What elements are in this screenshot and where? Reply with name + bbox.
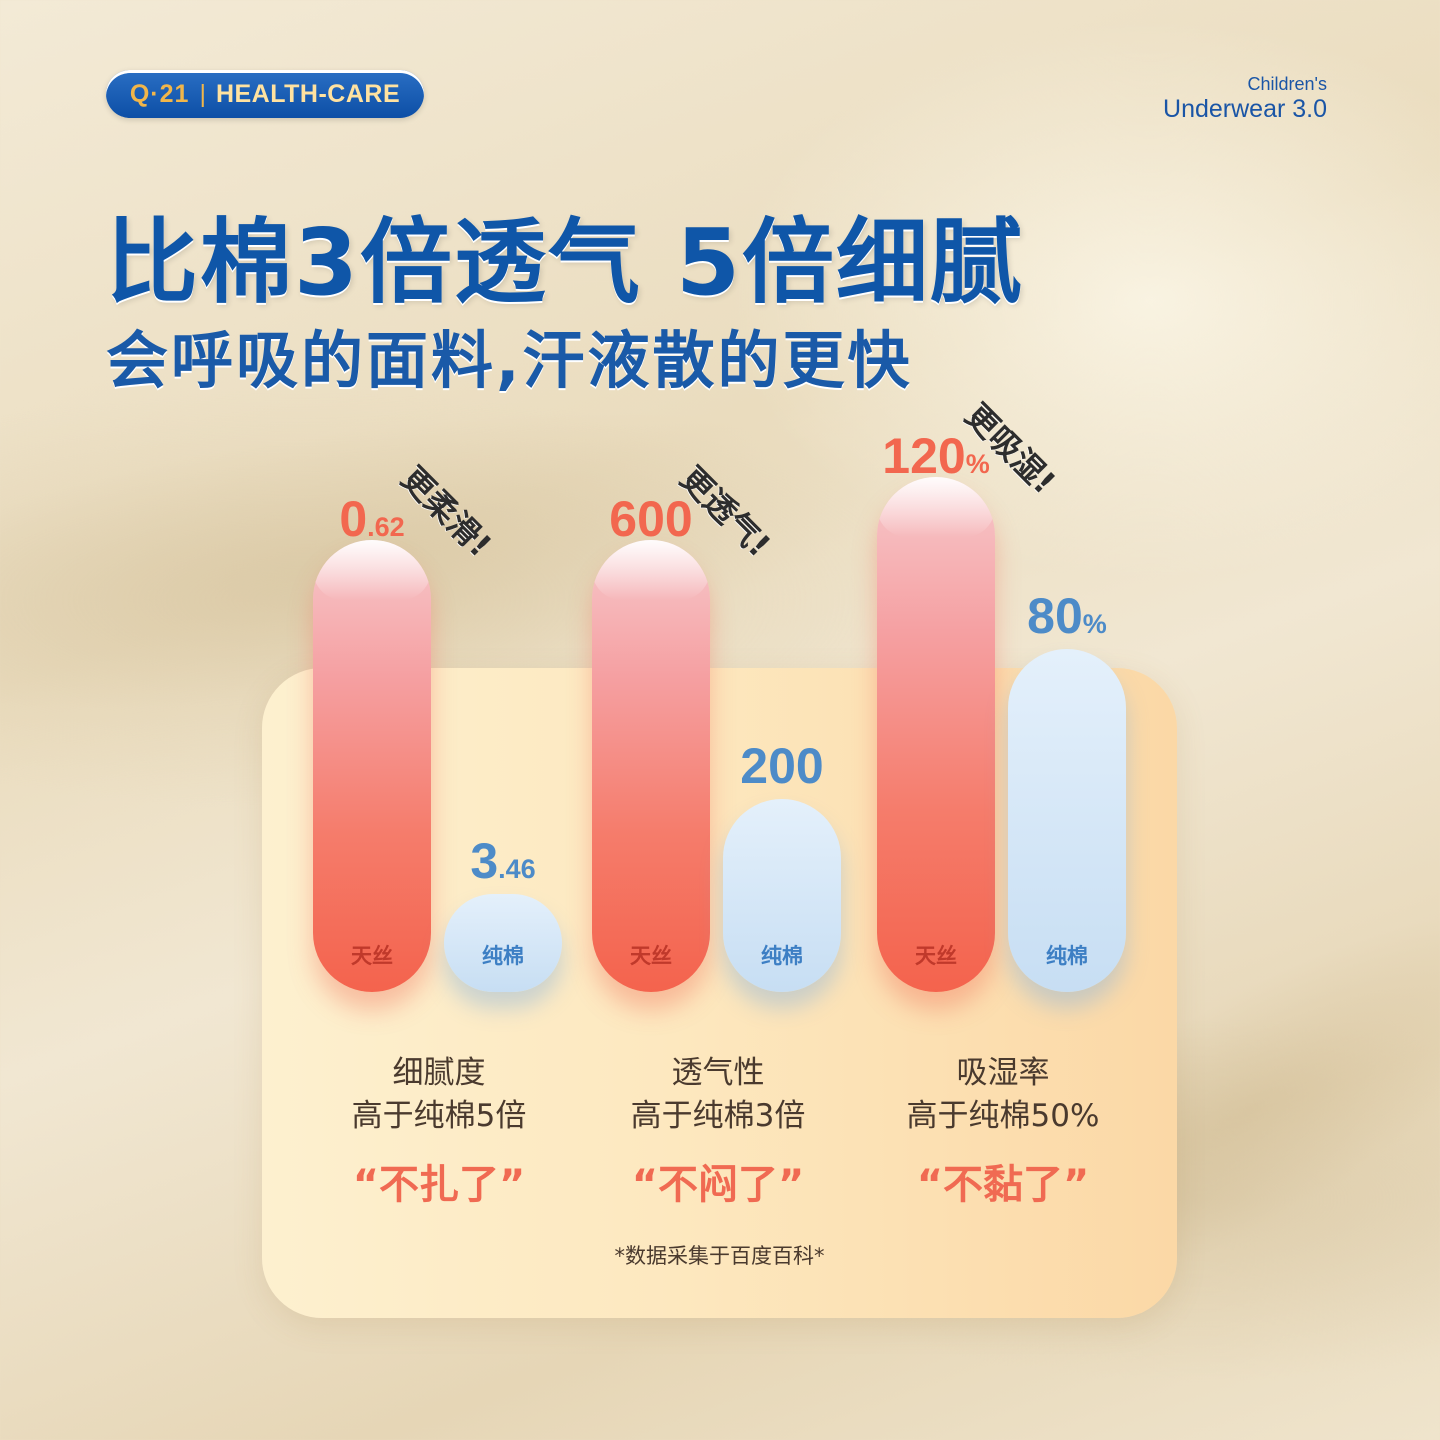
value-main: 120	[882, 428, 966, 484]
value-main: 600	[609, 491, 693, 547]
bar-series-label: 天丝	[351, 944, 393, 968]
value-suffix: .46	[498, 854, 536, 884]
product-line-2: Underwear 3.0	[1163, 95, 1327, 123]
subheadline: 会呼吸的面料,汗液散的更快	[106, 324, 913, 397]
product-label: Children's Underwear 3.0	[1163, 74, 1327, 124]
metric-title: 细腻度	[392, 1055, 486, 1091]
value-suffix: .62	[367, 512, 405, 542]
headline: 比棉3倍透气 5倍细腻	[106, 209, 1025, 316]
metric-quote: “不闷了”	[631, 1162, 805, 1208]
value-label-chunmian: 3.46	[403, 832, 603, 890]
bar-chunmian: 纯棉	[723, 799, 841, 992]
value-label-tiansi: 120%	[836, 427, 1036, 485]
metric-quote: “不扎了”	[352, 1162, 526, 1208]
value-main: 80	[1027, 588, 1083, 644]
value-label-tiansi: 0.62	[272, 490, 472, 548]
metric-caption: 细腻度高于纯棉5倍	[299, 1052, 579, 1138]
metric-title: 透气性	[671, 1055, 765, 1091]
value-suffix: %	[965, 449, 990, 479]
product-line-1: Children's	[1247, 74, 1327, 94]
data-source-footnote: *数据采集于百度百科*	[614, 1244, 825, 1268]
brand-separator: |	[199, 79, 206, 108]
metric-detail: 高于纯棉5倍	[351, 1098, 527, 1134]
bar-series-label: 纯棉	[761, 944, 803, 968]
brand-name: HEALTH-CARE	[215, 79, 401, 108]
value-label-tiansi: 600	[551, 490, 751, 548]
metric-detail: 高于纯棉3倍	[630, 1098, 806, 1134]
bar-series-label: 天丝	[915, 944, 957, 968]
value-label-chunmian: 200	[682, 737, 882, 795]
bar-series-label: 天丝	[630, 944, 672, 968]
metric-detail: 高于纯棉50%	[906, 1098, 1100, 1134]
metric-quote: “不黏了”	[916, 1162, 1090, 1208]
bar-tiansi: 天丝	[592, 540, 710, 992]
bar-highlight	[313, 540, 431, 600]
bar-tiansi: 天丝	[877, 477, 995, 992]
metric-caption: 吸湿率高于纯棉50%	[863, 1052, 1143, 1138]
bar-chunmian: 纯棉	[1008, 649, 1126, 992]
metric-title: 吸湿率	[956, 1055, 1050, 1091]
value-label-chunmian: 80%	[967, 587, 1167, 645]
metric-caption: 透气性高于纯棉3倍	[578, 1052, 858, 1138]
bar-tiansi: 天丝	[313, 540, 431, 992]
value-main: 200	[740, 738, 824, 794]
brand-logo: Q·21	[129, 79, 190, 108]
value-main: 3	[470, 833, 499, 889]
brand-badge: Q·21 | HEALTH-CARE	[106, 70, 424, 118]
bar-series-label: 纯棉	[482, 944, 524, 968]
bar-series-label: 纯棉	[1046, 944, 1088, 968]
bar-chunmian: 纯棉	[444, 894, 562, 992]
bar-highlight	[592, 540, 710, 600]
value-suffix: %	[1082, 609, 1107, 639]
bar-highlight	[877, 477, 995, 537]
value-main: 0	[339, 491, 368, 547]
